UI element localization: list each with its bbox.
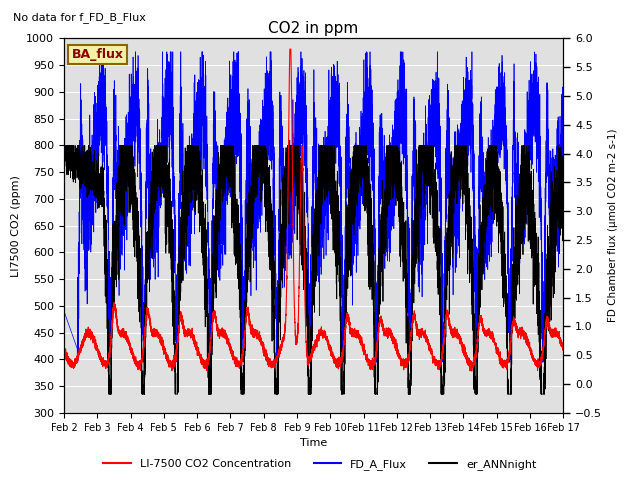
Text: No data for f_FD_B_Flux: No data for f_FD_B_Flux <box>13 12 146 23</box>
LI-7500 CO2 Concentration <box>559 344 567 349</box>
er_ANNnight <box>105 391 113 397</box>
er_ANNnight <box>296 189 304 194</box>
LI-7500 CO2 Concentration <box>60 342 68 348</box>
er_ANNnight <box>60 144 68 150</box>
LI-7500 CO2 Concentration <box>425 341 433 347</box>
er_ANNnight <box>425 171 433 177</box>
LI-7500 CO2 Concentration <box>532 359 540 364</box>
Y-axis label: LI7500 CO2 (ppm): LI7500 CO2 (ppm) <box>11 175 20 276</box>
FD_A_Flux <box>532 95 540 101</box>
er_ANNnight <box>532 241 540 247</box>
FD_A_Flux <box>425 166 433 172</box>
er_ANNnight <box>230 206 237 212</box>
LI-7500 CO2 Concentration <box>439 348 447 353</box>
LI-7500 CO2 Concentration <box>468 368 476 374</box>
Line: FD_A_Flux: FD_A_Flux <box>64 52 563 362</box>
FD_A_Flux <box>559 113 567 119</box>
Title: CO2 in ppm: CO2 in ppm <box>268 21 359 36</box>
FD_A_Flux <box>439 326 447 332</box>
LI-7500 CO2 Concentration <box>286 46 294 52</box>
er_ANNnight <box>439 391 447 397</box>
er_ANNnight <box>559 218 567 224</box>
FD_A_Flux <box>74 359 81 365</box>
er_ANNnight <box>60 143 68 148</box>
FD_A_Flux <box>296 124 304 130</box>
Line: er_ANNnight: er_ANNnight <box>64 145 563 394</box>
Text: BA_flux: BA_flux <box>72 48 124 61</box>
er_ANNnight <box>538 391 546 397</box>
FD_A_Flux <box>538 359 546 365</box>
X-axis label: Time: Time <box>300 438 327 448</box>
FD_A_Flux <box>99 49 107 55</box>
LI-7500 CO2 Concentration <box>538 355 546 361</box>
FD_A_Flux <box>230 173 237 179</box>
FD_A_Flux <box>60 308 68 314</box>
Y-axis label: FD Chamber flux (μmol CO2 m-2 s-1): FD Chamber flux (μmol CO2 m-2 s-1) <box>607 129 618 323</box>
Legend: LI-7500 CO2 Concentration, FD_A_Flux, er_ANNnight: LI-7500 CO2 Concentration, FD_A_Flux, er… <box>99 455 541 474</box>
LI-7500 CO2 Concentration <box>296 205 304 211</box>
Line: LI-7500 CO2 Concentration: LI-7500 CO2 Concentration <box>64 49 563 371</box>
LI-7500 CO2 Concentration <box>230 356 237 362</box>
